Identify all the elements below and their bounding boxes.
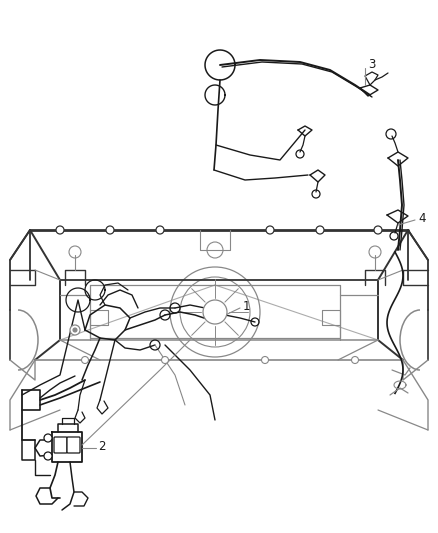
Circle shape [70, 325, 80, 335]
Circle shape [261, 357, 268, 364]
Circle shape [56, 226, 64, 234]
Circle shape [73, 328, 77, 332]
Circle shape [44, 434, 52, 442]
Circle shape [162, 357, 169, 364]
Circle shape [203, 300, 227, 324]
Text: 4: 4 [418, 213, 425, 225]
Circle shape [374, 226, 382, 234]
Circle shape [44, 452, 52, 460]
Text: 2: 2 [98, 440, 106, 454]
Circle shape [352, 357, 358, 364]
Text: 1: 1 [243, 300, 251, 312]
Circle shape [316, 226, 324, 234]
Circle shape [156, 226, 164, 234]
Circle shape [106, 226, 114, 234]
FancyBboxPatch shape [67, 437, 80, 453]
FancyBboxPatch shape [54, 437, 67, 453]
Text: 3: 3 [368, 59, 375, 71]
Circle shape [81, 357, 88, 364]
Circle shape [266, 226, 274, 234]
